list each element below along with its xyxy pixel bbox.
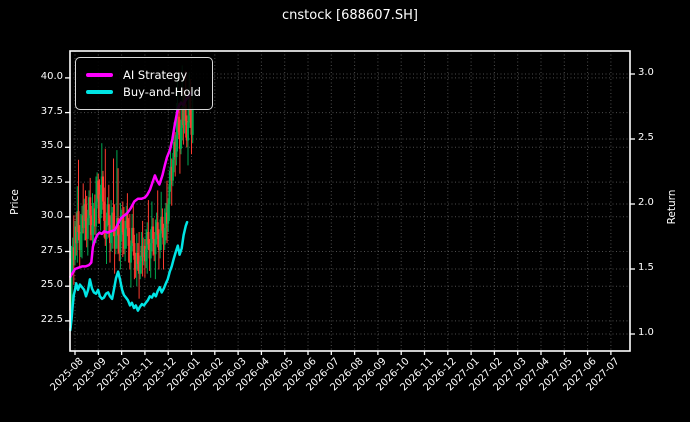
buy-and-hold-line-swatch [86, 90, 113, 94]
chart-title: cnstock [688607.SH] [282, 8, 418, 23]
price-axis-label: Price [9, 189, 21, 215]
return-tick-label: 1.0 [638, 327, 654, 338]
legend-label: Buy-and-Hold [123, 85, 201, 99]
return-tick-label: 2.0 [638, 197, 654, 208]
return-tick-label: 1.5 [638, 262, 654, 273]
price-tick-label: 22.5 [40, 313, 63, 325]
return-tick-label: 3.0 [638, 67, 654, 78]
price-tick-label: 30.0 [40, 209, 63, 221]
price-tick-label: 37.5 [40, 105, 63, 117]
return-tick-label: 2.5 [638, 132, 654, 143]
price-tick-label: 32.5 [40, 175, 63, 187]
return-axis-label: Return [666, 189, 678, 225]
price-tick-label: 25.0 [40, 279, 63, 291]
price-tick-label: 40.0 [40, 70, 63, 82]
legend: AI Strategy Buy-and-Hold [75, 57, 213, 110]
legend-item-ai-strategy: AI Strategy [86, 68, 201, 82]
price-tick-label: 35.0 [40, 140, 63, 152]
legend-label: AI Strategy [123, 68, 188, 82]
ai-strategy-line-swatch [86, 73, 113, 77]
price-tick-label: 27.5 [40, 244, 63, 256]
legend-item-buy-and-hold: Buy-and-Hold [86, 85, 201, 99]
